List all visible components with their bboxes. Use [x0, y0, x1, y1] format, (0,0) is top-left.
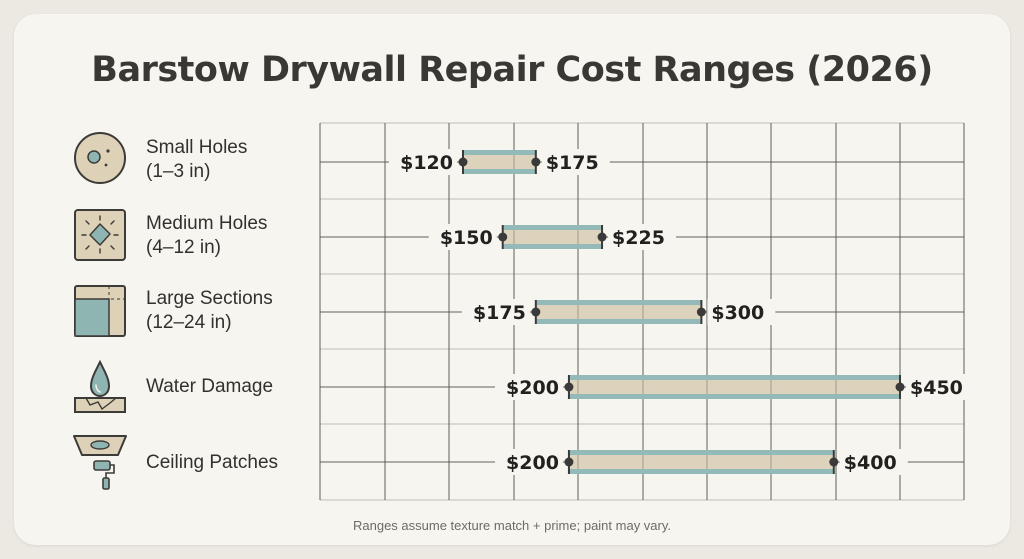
category-size: (1–3 in)	[146, 161, 211, 182]
range-bar-top-edge	[568, 450, 834, 455]
chart-title: Barstow Drywall Repair Cost Ranges (2026…	[91, 50, 933, 90]
high-endpoint-dot	[597, 232, 607, 242]
category-label-small-holes: Small Holes (1–3 in)	[146, 136, 247, 184]
high-label-bg	[608, 224, 677, 250]
low-label-bg	[389, 149, 457, 175]
low-endpoint-dot	[564, 457, 574, 467]
range-bar-top-edge	[535, 300, 702, 305]
range-bar-top-edge	[502, 225, 603, 230]
high-value-label: $225	[612, 227, 665, 249]
small-hole-icon	[74, 132, 126, 184]
category-name: Ceiling Patches	[146, 452, 279, 473]
high-value-label: $400	[844, 452, 897, 474]
high-label-bg	[707, 299, 776, 325]
chart-footnote: Ranges assume texture match + prime; pai…	[352, 518, 672, 533]
low-value-label: $150	[440, 227, 493, 249]
category-name: Small Holes	[146, 137, 248, 158]
category-label-water-damage: Water Damage	[146, 375, 273, 399]
low-label-bg	[494, 449, 563, 475]
ceiling-roller-icon	[73, 435, 127, 490]
range-bar-group: $120 $175	[389, 149, 610, 175]
category-name: Medium Holes	[146, 213, 268, 234]
low-endpoint-dot	[564, 382, 574, 392]
range-bar-group: $200 $400	[494, 449, 908, 475]
bars-layer: $120 $175 $150 $225 $175 $300 $200 $450 $200 $400	[389, 149, 974, 475]
range-bar-bottom-edge	[568, 469, 834, 474]
large-section-icon	[74, 285, 126, 337]
range-bar-bottom-edge	[535, 319, 702, 324]
range-bar-bottom-edge	[568, 394, 900, 399]
high-endpoint-dot	[696, 307, 706, 317]
category-label-medium-holes: Medium Holes (4–12 in)	[146, 212, 267, 260]
high-value-label: $450	[910, 377, 963, 399]
low-label-bg	[428, 224, 497, 250]
category-name: Large Sections	[146, 288, 273, 309]
medium-hole-icon	[74, 209, 126, 261]
low-value-label: $200	[506, 377, 559, 399]
range-bar-top-edge	[568, 375, 900, 380]
high-value-label: $300	[711, 302, 764, 324]
low-label-bg	[461, 299, 530, 325]
low-label-bg	[494, 374, 563, 400]
range-bar-group: $200 $450	[494, 374, 974, 400]
low-endpoint-dot	[498, 232, 508, 242]
range-bar-group: $150 $225	[428, 224, 677, 250]
low-endpoint-dot	[531, 307, 541, 317]
category-name: Water Damage	[146, 376, 274, 397]
high-endpoint-dot	[531, 157, 541, 167]
category-size: (4–12 in)	[146, 237, 221, 258]
water-drop-icon	[74, 359, 126, 413]
range-bar-bottom-edge	[502, 244, 603, 249]
low-value-label: $120	[400, 152, 453, 174]
range-bar-group: $175 $300	[461, 299, 776, 325]
high-label-bg	[839, 449, 908, 475]
high-label-bg	[541, 149, 610, 175]
high-value-label: $175	[546, 152, 599, 174]
category-label-ceiling-patches: Ceiling Patches	[146, 451, 278, 475]
category-size: (12–24 in)	[146, 312, 232, 333]
high-endpoint-dot	[895, 382, 905, 392]
high-label-bg	[906, 374, 974, 400]
range-bar-bottom-edge	[463, 169, 536, 174]
category-label-large-sections: Large Sections (12–24 in)	[146, 287, 273, 335]
high-endpoint-dot	[829, 457, 839, 467]
low-endpoint-dot	[458, 157, 468, 167]
low-value-label: $175	[473, 302, 526, 324]
range-bar-top-edge	[463, 150, 536, 155]
low-value-label: $200	[506, 452, 559, 474]
